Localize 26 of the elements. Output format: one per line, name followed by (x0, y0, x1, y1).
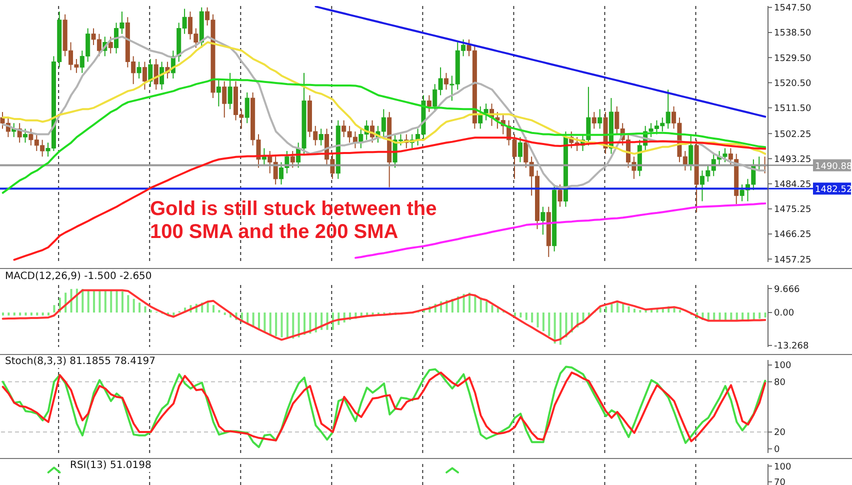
y-tick-label: 1547.50 (774, 4, 812, 14)
chart-title: MACD(12,26,9) -1.500 -2.650 (3, 271, 154, 283)
y-tick-label: 1475.25 (774, 205, 812, 216)
y-tick-label: 1502.25 (774, 130, 812, 140)
y-tick-label: 1538.50 (774, 28, 812, 39)
y-tick-label: 1529.50 (774, 54, 812, 64)
y-tick-label: 1484.25 (774, 180, 812, 190)
chart-title: RSI(13) 51.0198 (68, 460, 154, 472)
y-tick-label: -13.268 (774, 342, 810, 352)
y-tick-label: 1520.50 (774, 78, 812, 89)
y-tick-label: 0 (774, 445, 780, 456)
ref-line-label: 1482.52 (815, 185, 852, 196)
y-tick-label: 1493.25 (774, 154, 812, 165)
y-tick-label: 1511.50 (774, 104, 812, 114)
y-tick-label: 0.00 (774, 308, 794, 319)
y-tick-label: 80 (774, 378, 786, 388)
y-tick-label: 100 (774, 361, 792, 372)
y-tick-label: 9.666 (774, 284, 800, 295)
annotation: Gold is still stuck between the 100 SMA and the 200 SMA (150, 198, 438, 244)
ref-line-label: 1490.88 (815, 162, 852, 172)
y-tick-label: 1457.25 (774, 255, 812, 266)
y-tick-label: 1466.25 (774, 230, 812, 240)
y-tick-label: 20 (774, 428, 786, 438)
y-tick-label: 70 (774, 478, 786, 485)
chart-title: Stoch(8,3,3) 81.1855 78.4197 (3, 356, 158, 368)
y-tick-label: 100 (774, 462, 792, 472)
